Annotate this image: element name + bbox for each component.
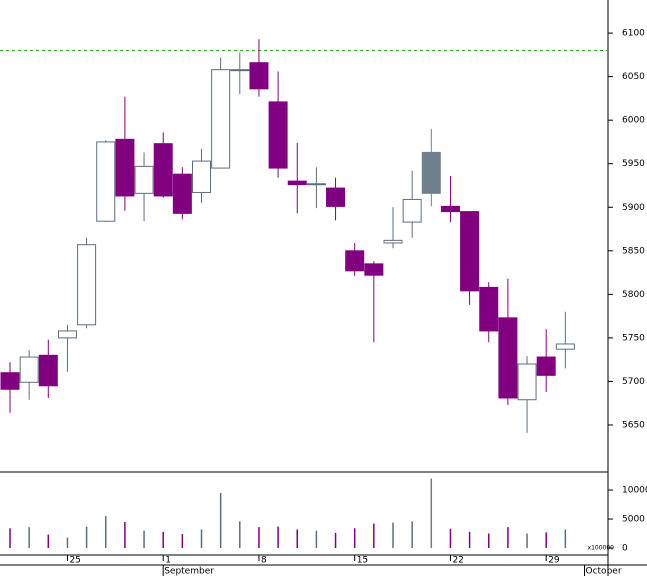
y-tick-label: 5700 <box>622 377 645 387</box>
candle-body <box>479 286 499 332</box>
candle-body <box>96 141 116 222</box>
candle-body <box>383 239 403 244</box>
y-tick-label: 6000 <box>622 116 645 126</box>
month-label: October <box>586 567 622 576</box>
candle-body <box>287 180 307 186</box>
candle-body <box>536 356 556 376</box>
x-tick-label: 8 <box>261 556 267 566</box>
y-tick-label: 5750 <box>622 333 645 343</box>
x-tick-label: 1 <box>165 556 171 566</box>
candle-body <box>249 62 269 90</box>
x-tick-label: 25 <box>69 556 80 566</box>
x-tick-label: 22 <box>452 556 463 566</box>
candle-body <box>326 187 346 207</box>
candle-body <box>211 69 231 169</box>
candle-body <box>192 160 211 193</box>
y2-unit: x100000 <box>588 545 615 552</box>
y-tick-label: 5800 <box>622 290 645 300</box>
candle-body <box>57 330 77 339</box>
candle-body <box>555 343 575 350</box>
candle-body <box>364 263 384 276</box>
candle-body <box>230 69 250 72</box>
candle-body <box>19 356 39 383</box>
candle-body <box>0 372 20 390</box>
y2-tick-label: 5000 <box>622 515 645 525</box>
y-tick-label: 5850 <box>622 246 645 256</box>
candle-body <box>440 205 460 213</box>
y2-tick-label: 10000 <box>622 486 647 496</box>
candle-body <box>306 183 326 186</box>
y-tick-label: 6100 <box>622 29 645 39</box>
candle-body <box>172 173 192 214</box>
candle-body <box>460 211 480 292</box>
y-tick-label: 5900 <box>622 203 645 213</box>
candle-body <box>517 363 537 401</box>
candle-body <box>402 198 422 223</box>
month-label: September <box>164 567 214 576</box>
candle-body <box>345 250 365 272</box>
candle-body <box>153 143 173 197</box>
y-tick-label: 6050 <box>622 72 645 82</box>
x-tick-label: 15 <box>357 556 368 566</box>
y2-tick-label: 0 <box>622 544 628 554</box>
y-tick-label: 5650 <box>622 420 645 430</box>
x-tick-label: 29 <box>548 556 560 566</box>
candle-body <box>421 151 441 194</box>
candle-body <box>38 354 58 387</box>
candle-body <box>268 101 288 169</box>
candle-body <box>498 317 518 399</box>
y-tick-label: 5950 <box>622 159 645 169</box>
candle-body <box>77 244 97 326</box>
candle-body <box>134 165 154 194</box>
candle-body <box>115 138 135 197</box>
